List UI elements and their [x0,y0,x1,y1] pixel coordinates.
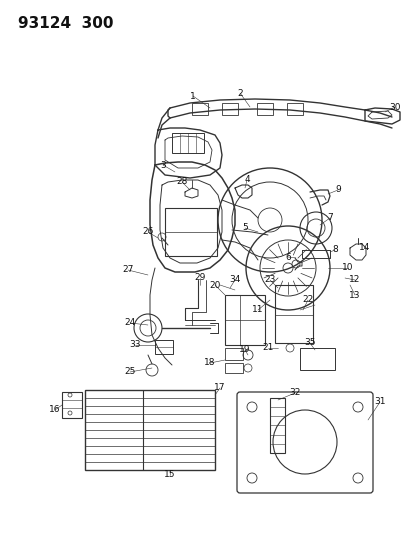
Bar [299,348,334,370]
Text: 3: 3 [160,160,166,169]
Text: 10: 10 [342,263,353,272]
Bar [274,285,312,343]
Text: 1: 1 [190,92,195,101]
Text: 26: 26 [142,228,153,237]
Bar [224,363,242,373]
Text: 13: 13 [349,290,360,300]
Text: 11: 11 [252,305,263,314]
Bar [269,398,284,453]
Text: 16: 16 [49,406,61,415]
Bar [224,295,264,345]
Text: 7: 7 [326,214,332,222]
Text: 5: 5 [242,223,247,232]
Bar [224,348,242,360]
Text: 2: 2 [237,88,242,98]
Text: 33: 33 [129,341,140,350]
Text: 30: 30 [388,102,400,111]
Text: 21: 21 [262,343,273,352]
Text: 23: 23 [263,276,275,285]
Bar [62,392,82,418]
Text: 6: 6 [285,253,290,262]
Text: 14: 14 [358,244,370,253]
Text: 18: 18 [204,359,215,367]
Text: 32: 32 [289,389,300,398]
Bar [256,103,272,115]
Text: 22: 22 [301,295,313,304]
Text: 17: 17 [214,384,225,392]
Text: 31: 31 [373,398,385,407]
Text: 15: 15 [164,471,176,480]
Text: 93124  300: 93124 300 [18,16,113,31]
Text: 34: 34 [229,276,240,285]
Text: 4: 4 [244,175,249,184]
Bar [85,390,214,470]
Bar [192,103,207,115]
Bar [165,208,216,256]
Bar [171,133,204,153]
Text: 24: 24 [124,319,135,327]
Text: 12: 12 [349,276,360,285]
Text: 35: 35 [304,338,315,348]
Text: 28: 28 [176,177,187,187]
Text: 27: 27 [122,265,133,274]
Bar [221,103,237,115]
Text: 25: 25 [124,367,135,376]
Text: 20: 20 [209,280,220,289]
Text: 8: 8 [331,246,337,254]
Text: 29: 29 [194,273,205,282]
Bar [286,103,302,115]
Text: 19: 19 [239,345,250,354]
Bar [154,340,173,354]
Text: 9: 9 [334,185,340,195]
